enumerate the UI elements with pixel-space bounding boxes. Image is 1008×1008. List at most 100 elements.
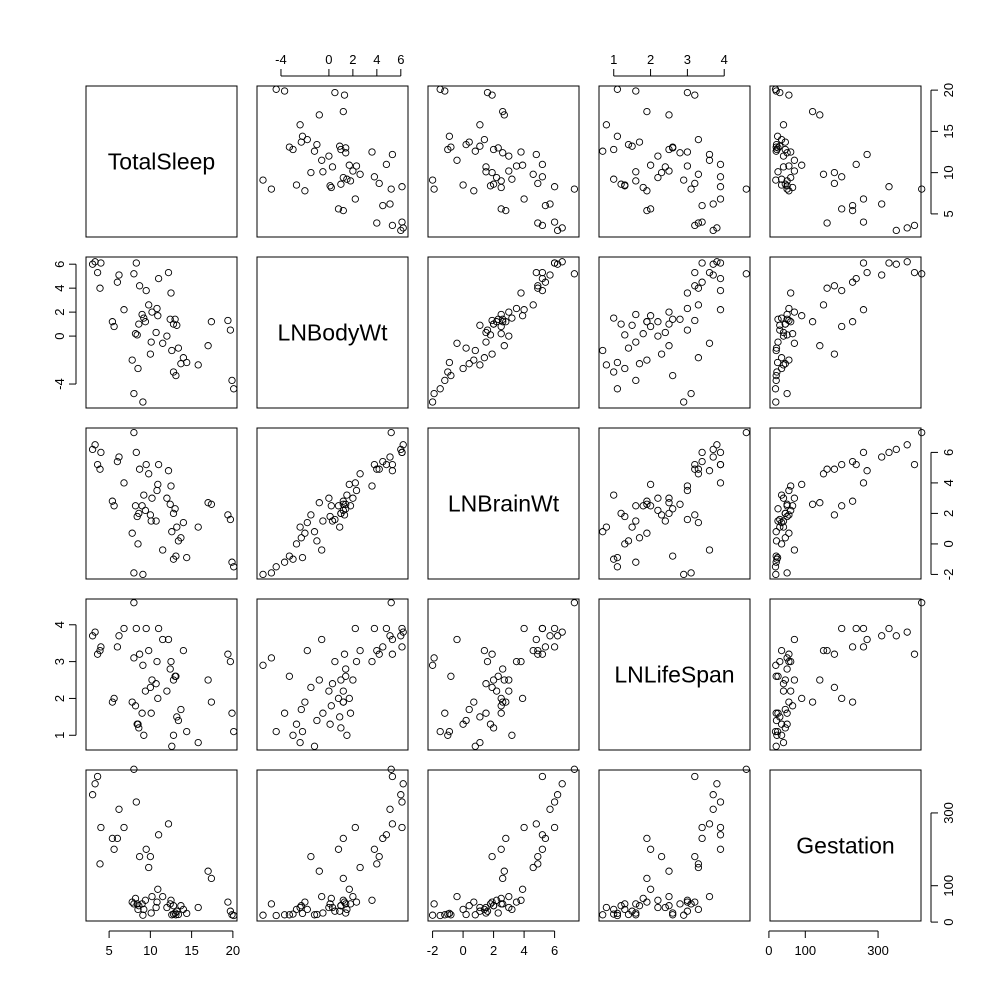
point-4-LNLifeSpan-vs-LNBodyWt — [373, 646, 381, 655]
point-16-TotalSleep-vs-LNBrainWt — [502, 206, 510, 215]
point-11-LNBrainWt-vs-LNLifeSpan — [716, 460, 725, 469]
point-7-TotalSleep-vs-Gestation — [918, 185, 926, 193]
point-44-LNBrainWt-vs-LNBodyWt — [340, 511, 349, 519]
point-1-LNBodyWt-vs-Gestation — [892, 260, 900, 268]
point-30-Gestation-vs-LNBrainWt — [505, 903, 513, 912]
point-37-LNBrainWt-vs-TotalSleep — [138, 502, 146, 510]
panel-Gestation-vs-LNBodyWt — [256, 769, 409, 922]
point-36-TotalSleep-vs-Gestation — [790, 156, 799, 164]
point-3-LNLifeSpan-vs-LNBrainWt — [538, 650, 547, 658]
point-6-LNBodyWt-vs-Gestation — [848, 278, 857, 286]
y-tick-label-TotalSleep-2: 15 — [941, 124, 956, 138]
point-8-LNLifeSpan-vs-TotalSleep — [132, 624, 140, 633]
x-tick-label-LNBodyWt-1: 0 — [325, 52, 332, 67]
point-47-LNBodyWt-vs-Gestation — [771, 385, 780, 393]
point-14-LNBrainWt-vs-LNBodyWt — [352, 486, 361, 495]
point-49-Gestation-vs-LNLifeSpan — [680, 911, 688, 919]
point-25-LNLifeSpan-vs-Gestation — [798, 694, 806, 703]
point-45-TotalSleep-vs-LNBrainWt — [483, 88, 492, 97]
point-18-Gestation-vs-LNBrainWt — [497, 894, 505, 903]
point-30-TotalSleep-vs-LNLifeSpan — [654, 152, 662, 160]
point-13-LNBodyWt-vs-LNBrainWt — [529, 301, 537, 309]
point-27-TotalSleep-vs-Gestation — [781, 145, 789, 154]
point-4-TotalSleep-vs-LNLifeSpan — [694, 219, 703, 227]
point-19-LNBodyWt-vs-LNLifeSpan — [621, 331, 629, 339]
point-41-LNBrainWt-vs-LNBodyWt — [296, 523, 304, 531]
point-52-Gestation-vs-TotalSleep — [146, 852, 155, 861]
point-43-Gestation-vs-LNLifeSpan — [643, 874, 651, 883]
point-34-TotalSleep-vs-LNBodyWt — [303, 135, 311, 144]
point-14-LNBodyWt-vs-LNLifeSpan — [683, 304, 692, 313]
point-34-TotalSleep-vs-LNBrainWt — [480, 135, 489, 144]
point-20-LNBodyWt-vs-TotalSleep — [135, 320, 143, 328]
point-0-TotalSleep-vs-Gestation — [903, 224, 911, 232]
point-22-LNBrainWt-vs-Gestation — [787, 506, 795, 515]
point-42-Gestation-vs-TotalSleep — [204, 867, 212, 875]
point-23-Gestation-vs-LNLifeSpan — [665, 892, 673, 901]
point-30-LNBodyWt-vs-LNBrainWt — [505, 332, 513, 340]
point-36-Gestation-vs-LNBrainWt — [453, 892, 461, 901]
point-13-LNLifeSpan-vs-LNBodyWt — [356, 646, 364, 655]
point-44-LNBodyWt-vs-TotalSleep — [224, 316, 232, 325]
point-5-TotalSleep-vs-Gestation — [878, 200, 886, 208]
point-15-LNBrainWt-vs-LNLifeSpan — [683, 482, 692, 490]
point-33-LNBodyWt-vs-LNLifeSpan — [624, 344, 633, 352]
point-44-LNBrainWt-vs-TotalSleep — [224, 511, 232, 519]
point-9-TotalSleep-vs-LNBodyWt — [375, 179, 383, 188]
point-21-LNBrainWt-vs-LNBodyWt — [343, 491, 351, 499]
point-14-Gestation-vs-LNBrainWt — [512, 898, 521, 906]
point-44-LNLifeSpan-vs-LNBodyWt — [340, 650, 349, 658]
point-43-LNBrainWt-vs-LNLifeSpan — [643, 500, 651, 508]
point-0-LNBrainWt-vs-LNBodyWt — [399, 441, 407, 449]
point-46-LNBodyWt-vs-TotalSleep — [228, 376, 236, 385]
point-8-LNBrainWt-vs-LNLifeSpan — [716, 448, 725, 457]
point-42-LNBrainWt-vs-LNBodyWt — [315, 499, 323, 507]
point-53-TotalSleep-vs-LNLifeSpan — [716, 195, 725, 203]
point-40-LNBrainWt-vs-TotalSleep — [177, 534, 185, 542]
point-48-LNLifeSpan-vs-TotalSleep — [169, 731, 178, 739]
panel-LNLifeSpan-vs-Gestation — [769, 598, 922, 751]
point-21-LNLifeSpan-vs-TotalSleep — [140, 731, 148, 739]
point-37-TotalSleep-vs-Gestation — [783, 177, 791, 185]
point-24-TotalSleep-vs-LNLifeSpan — [661, 163, 669, 171]
panel-LNLifeSpan-vs-LNBodyWt — [256, 598, 409, 751]
point-17-LNBrainWt-vs-LNBodyWt — [334, 502, 343, 510]
point-11-LNLifeSpan-vs-TotalSleep — [154, 624, 163, 633]
point-18-LNLifeSpan-vs-LNBrainWt — [497, 702, 505, 710]
point-21-LNBodyWt-vs-TotalSleep — [140, 314, 148, 322]
point-0-Gestation-vs-LNLifeSpan — [713, 780, 721, 788]
point-9-LNBrainWt-vs-LNBodyWt — [375, 465, 383, 473]
point-50-LNLifeSpan-vs-LNBodyWt — [267, 654, 276, 662]
panel-LNBrainWt-vs-LNBodyWt — [256, 427, 409, 580]
point-13-TotalSleep-vs-Gestation — [819, 170, 828, 178]
point-15-TotalSleep-vs-LNLifeSpan — [683, 148, 692, 156]
point-4-LNBodyWt-vs-TotalSleep — [96, 284, 104, 292]
point-9-LNBodyWt-vs-LNBrainWt — [534, 282, 542, 290]
point-50-TotalSleep-vs-LNBrainWt — [430, 185, 438, 193]
point-35-TotalSleep-vs-Gestation — [773, 132, 782, 140]
point-41-LNBodyWt-vs-LNLifeSpan — [602, 361, 611, 369]
point-16-TotalSleep-vs-LNLifeSpan — [643, 206, 651, 215]
point-30-LNLifeSpan-vs-LNBodyWt — [325, 687, 333, 695]
point-7-LNLifeSpan-vs-Gestation — [918, 599, 926, 607]
point-9-Gestation-vs-LNLifeSpan — [691, 852, 699, 861]
y-tick-label-LNLifeSpan-0: 1 — [52, 732, 67, 739]
point-31-LNLifeSpan-vs-Gestation — [772, 742, 780, 750]
point-9-LNLifeSpan-vs-LNBodyWt — [375, 650, 383, 658]
point-10-TotalSleep-vs-LNLifeSpan — [716, 173, 725, 181]
point-35-LNBrainWt-vs-LNBodyWt — [298, 553, 307, 562]
point-5-Gestation-vs-TotalSleep — [115, 805, 123, 813]
point-37-LNBodyWt-vs-LNLifeSpan — [632, 310, 640, 319]
point-48-TotalSleep-vs-LNBodyWt — [289, 145, 297, 154]
point-24-Gestation-vs-TotalSleep — [152, 903, 160, 912]
point-23-LNBrainWt-vs-LNLifeSpan — [665, 494, 673, 502]
point-13-LNBodyWt-vs-Gestation — [819, 301, 828, 309]
point-40-LNBodyWt-vs-Gestation — [781, 360, 789, 368]
point-32-TotalSleep-vs-LNBodyWt — [319, 168, 327, 176]
point-16-LNBrainWt-vs-TotalSleep — [108, 497, 117, 505]
point-11-LNLifeSpan-vs-LNBodyWt — [382, 624, 391, 633]
point-15-LNBrainWt-vs-Gestation — [787, 482, 795, 490]
point-48-LNLifeSpan-vs-Gestation — [773, 731, 781, 739]
point-31-Gestation-vs-LNBrainWt — [471, 911, 479, 919]
